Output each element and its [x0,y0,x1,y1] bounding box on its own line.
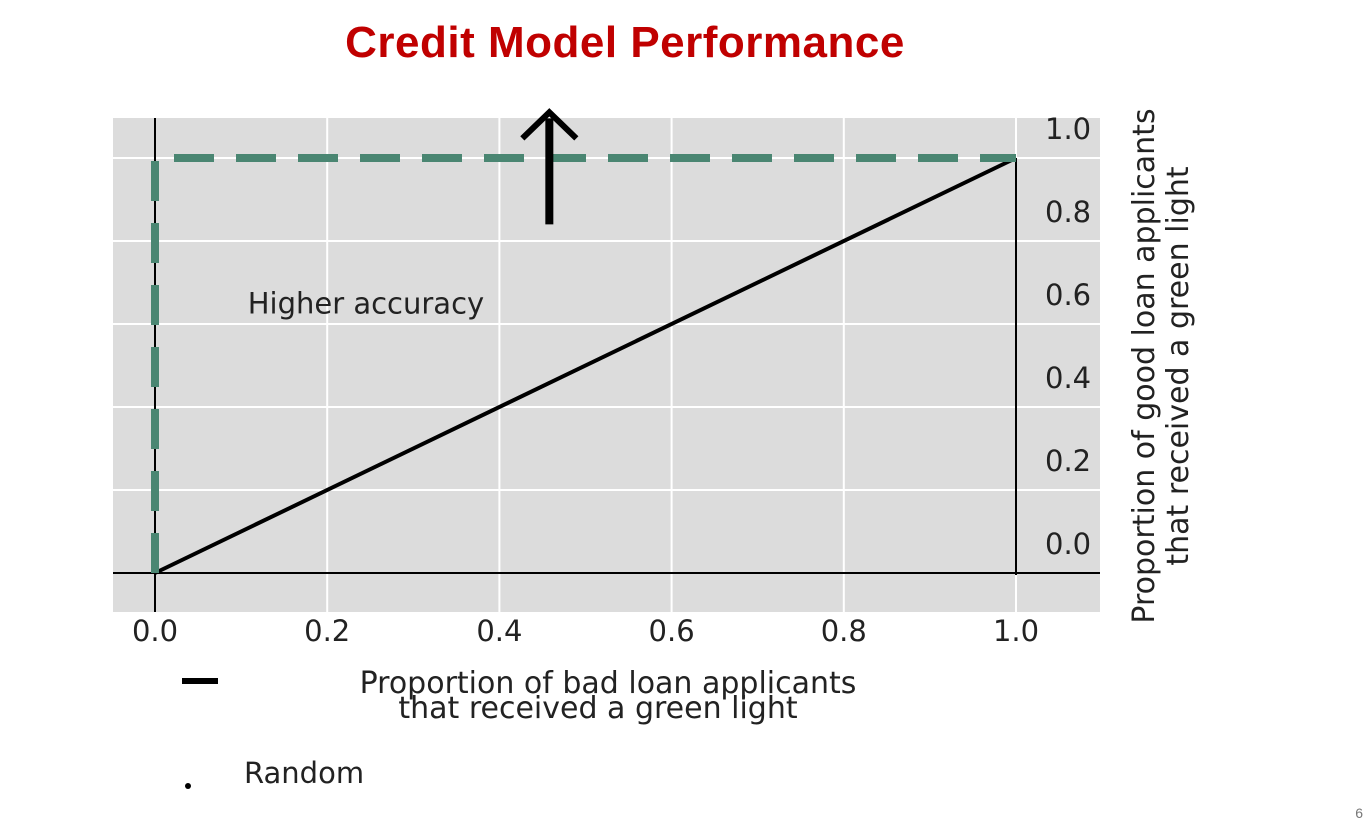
tick-labels: 0.0 0.2 0.4 0.6 0.8 1.0 0.0 0.2 0.4 0.6 0.8 1.0 [132,112,1091,648]
x-tick-label: 0.0 [132,614,178,648]
y-tick-label: 0.8 [1045,195,1091,229]
y-tick-label: 0.6 [1045,278,1091,312]
x-axis-label-line-1: Proportion of bad loan applicants [360,666,857,701]
annotations: Higher accuracy [248,108,579,320]
legend: Random [182,678,364,790]
legend-label-random: Random [244,756,364,790]
x-tick-label: 0.2 [304,614,350,648]
annotation-higher-accuracy: Higher accuracy [248,286,484,320]
y-tick-label: 0.4 [1045,361,1091,395]
y-tick-label: 1.0 [1045,112,1091,146]
slide-title: Credit Model Performance [345,18,905,67]
series-line-random [154,156,1017,575]
series-layer [151,154,1017,575]
x-tick-label: 0.6 [649,614,695,648]
x-tick-label: 0.4 [476,614,522,648]
plot-panel [113,118,1100,612]
x-tick-label: 0.8 [821,614,867,648]
y-axis-label-line-1: Proportion of good loan applicants [1127,108,1162,623]
y-tick-label: 0.2 [1045,444,1091,478]
x-axis-label-line-2: that received a green light [398,691,797,726]
slide-number: 6 [1355,805,1363,821]
up-arrow-icon [520,108,579,141]
x-tick-label: 1.0 [993,614,1039,648]
legend-dot-icon [185,783,191,789]
series-line-perfect [151,154,1016,573]
y-axis-label-line-2: that received a green light [1161,166,1196,565]
y-tick-label: 0.0 [1045,527,1091,561]
